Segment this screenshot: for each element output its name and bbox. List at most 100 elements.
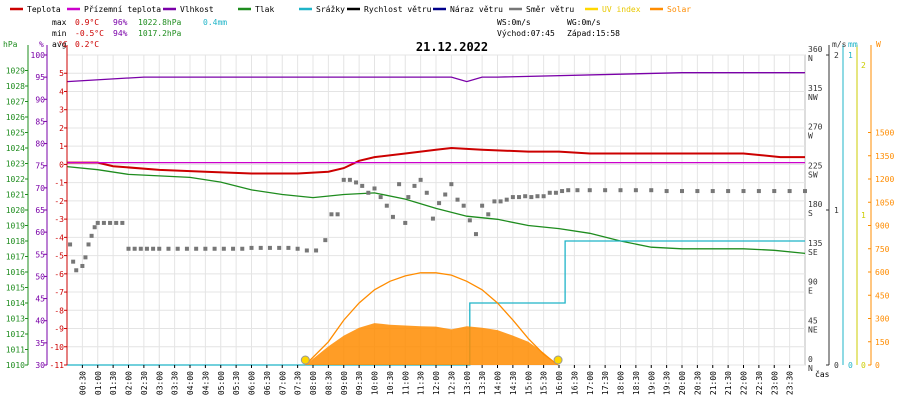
x-tick-label: 08:30 [324, 371, 333, 395]
axis-w-tick-label: 1350 [875, 152, 894, 161]
wind-direction-point [354, 180, 359, 185]
axis-w-tick-label: 600 [875, 268, 890, 277]
axis-ms-tick-label: 1 [834, 206, 839, 215]
wind-direction-point [360, 183, 365, 188]
axis-hpa-tick-label: 1025 [6, 129, 25, 138]
stats-avg-label: avg [52, 40, 67, 49]
axis-dir-name-label: S [808, 209, 813, 218]
axis-w-tick-label: 750 [875, 245, 890, 254]
axis-hpa-tick-label: 1026 [6, 113, 25, 122]
axis-hpa-tick-label: 1010 [6, 361, 25, 370]
wind-direction-point [80, 263, 85, 268]
wind-direction-point [529, 195, 534, 200]
x-tick-label: 07:30 [294, 371, 303, 395]
axis-dir-deg-label: 0 [808, 355, 813, 364]
wind-direction-point [486, 212, 491, 217]
sunrise-marker [300, 355, 310, 365]
axis-dir-name-label: N [808, 54, 813, 63]
x-tick-label: 11:30 [417, 371, 426, 395]
wind-direction-point [510, 195, 515, 200]
stats-min-label: min [52, 29, 67, 38]
x-tick-label: 09:30 [355, 371, 364, 395]
x-tick-label: 03:00 [155, 371, 164, 395]
wind-direction-point [86, 242, 91, 247]
x-tick-label: 01:30 [109, 371, 118, 395]
axis-unit-mm: mm [848, 40, 858, 49]
x-tick-label: 21:30 [724, 371, 733, 395]
axis-ms-tick-label: 0 [834, 361, 839, 370]
wind-direction-point [304, 248, 309, 253]
chart-title: 21.12.2022 [416, 40, 488, 54]
wind-direction-point [341, 177, 346, 182]
axis-w-tick-label: 900 [875, 222, 890, 231]
axis-pct-tick-label: 30 [35, 361, 45, 370]
stats-block: max 0.9°C 96% 1022.8hPa 0.4mm min -0.5°C… [52, 18, 227, 49]
wind-direction-point [523, 194, 528, 199]
axis-hpa-tick-label: 1015 [6, 284, 25, 293]
axis-dir-deg-label: 45 [808, 316, 818, 325]
wind-direction-point [175, 246, 180, 251]
wind-direction-point [664, 189, 669, 194]
x-tick-label: 08:00 [309, 371, 318, 395]
wind-direction-point [772, 189, 777, 194]
wind-direction-point [633, 188, 638, 193]
x-tick-label: 00:30 [78, 371, 87, 395]
wind-direction-point [378, 195, 383, 200]
axis-celsius-tick-label: -9 [54, 325, 64, 334]
axis-uv-tick-label: 1 [861, 211, 866, 220]
axis-hpa-tick-label: 1013 [6, 315, 25, 324]
wind-direction-point [741, 189, 746, 194]
wind-direction-point [787, 189, 792, 194]
wind-direction-point [418, 177, 423, 182]
axis-w-tick-label: 1500 [875, 129, 894, 138]
axis-hpa-tick-label: 1017 [6, 253, 25, 262]
axis-pct-tick-label: 80 [35, 140, 45, 149]
stats-max-rain: 0.4mm [203, 18, 227, 27]
wind-direction-point [329, 212, 334, 217]
axis-celsius-tick-label: 3 [59, 106, 64, 115]
wind-direction-point [406, 195, 411, 200]
axis-celsius-tick-label: 0 [59, 160, 64, 169]
axis-pct-tick-label: 45 [35, 295, 45, 304]
stats-avg-temp: 0.2°C [75, 40, 99, 49]
wind-direction-point [455, 197, 460, 202]
wind-direction-point [138, 246, 143, 251]
wind-direction-point [157, 246, 162, 251]
axis-mm-tick-label: 1 [848, 51, 853, 60]
axis-dir-name-label: SW [808, 170, 818, 179]
axis-pct-tick-label: 100 [31, 51, 46, 60]
axis-dir-deg-label: 180 [808, 200, 823, 209]
axis-hpa-tick-label: 1012 [6, 330, 25, 339]
wind-direction-point [424, 190, 429, 195]
wind-direction-point [480, 203, 485, 208]
wind-direction-point [132, 246, 137, 251]
axis-celsius-tick-label: -4 [54, 233, 64, 242]
wind-direction-point [277, 245, 282, 250]
axis-celsius-tick-label: -11 [50, 361, 65, 370]
wind-direction-point [144, 246, 149, 251]
wind-direction-point [412, 183, 417, 188]
axis-dir-name-label: W [808, 132, 813, 141]
legend-label: Solar [667, 5, 691, 14]
axis-celsius-tick-label: 5 [59, 69, 64, 78]
legend-label: Směr větru [526, 5, 574, 14]
wind-direction-point [566, 188, 571, 193]
axis-unit-ms: m/s [832, 40, 847, 49]
axis-pct-tick-label: 85 [35, 117, 45, 126]
x-tick-label: 18:30 [632, 371, 641, 395]
info-ws: WS:0m/s [497, 18, 531, 27]
wind-direction-point [203, 246, 208, 251]
wind-direction-point [437, 201, 442, 206]
x-tick-label: 15:00 [524, 371, 533, 395]
axis-unit-pct: % [39, 40, 44, 49]
axis-hpa-tick-label: 1029 [6, 67, 25, 76]
axis-unit-hpa: hPa [3, 40, 18, 49]
wind-direction-point [695, 189, 700, 194]
axis-pct-tick-label: 35 [35, 339, 45, 348]
wind-direction-point [286, 245, 291, 250]
wind-direction-point [710, 189, 715, 194]
axis-pct-tick-label: 60 [35, 228, 45, 237]
wind-direction-point [231, 246, 236, 251]
axis-hpa-tick-label: 1018 [6, 237, 25, 246]
wind-direction-point [366, 190, 371, 195]
